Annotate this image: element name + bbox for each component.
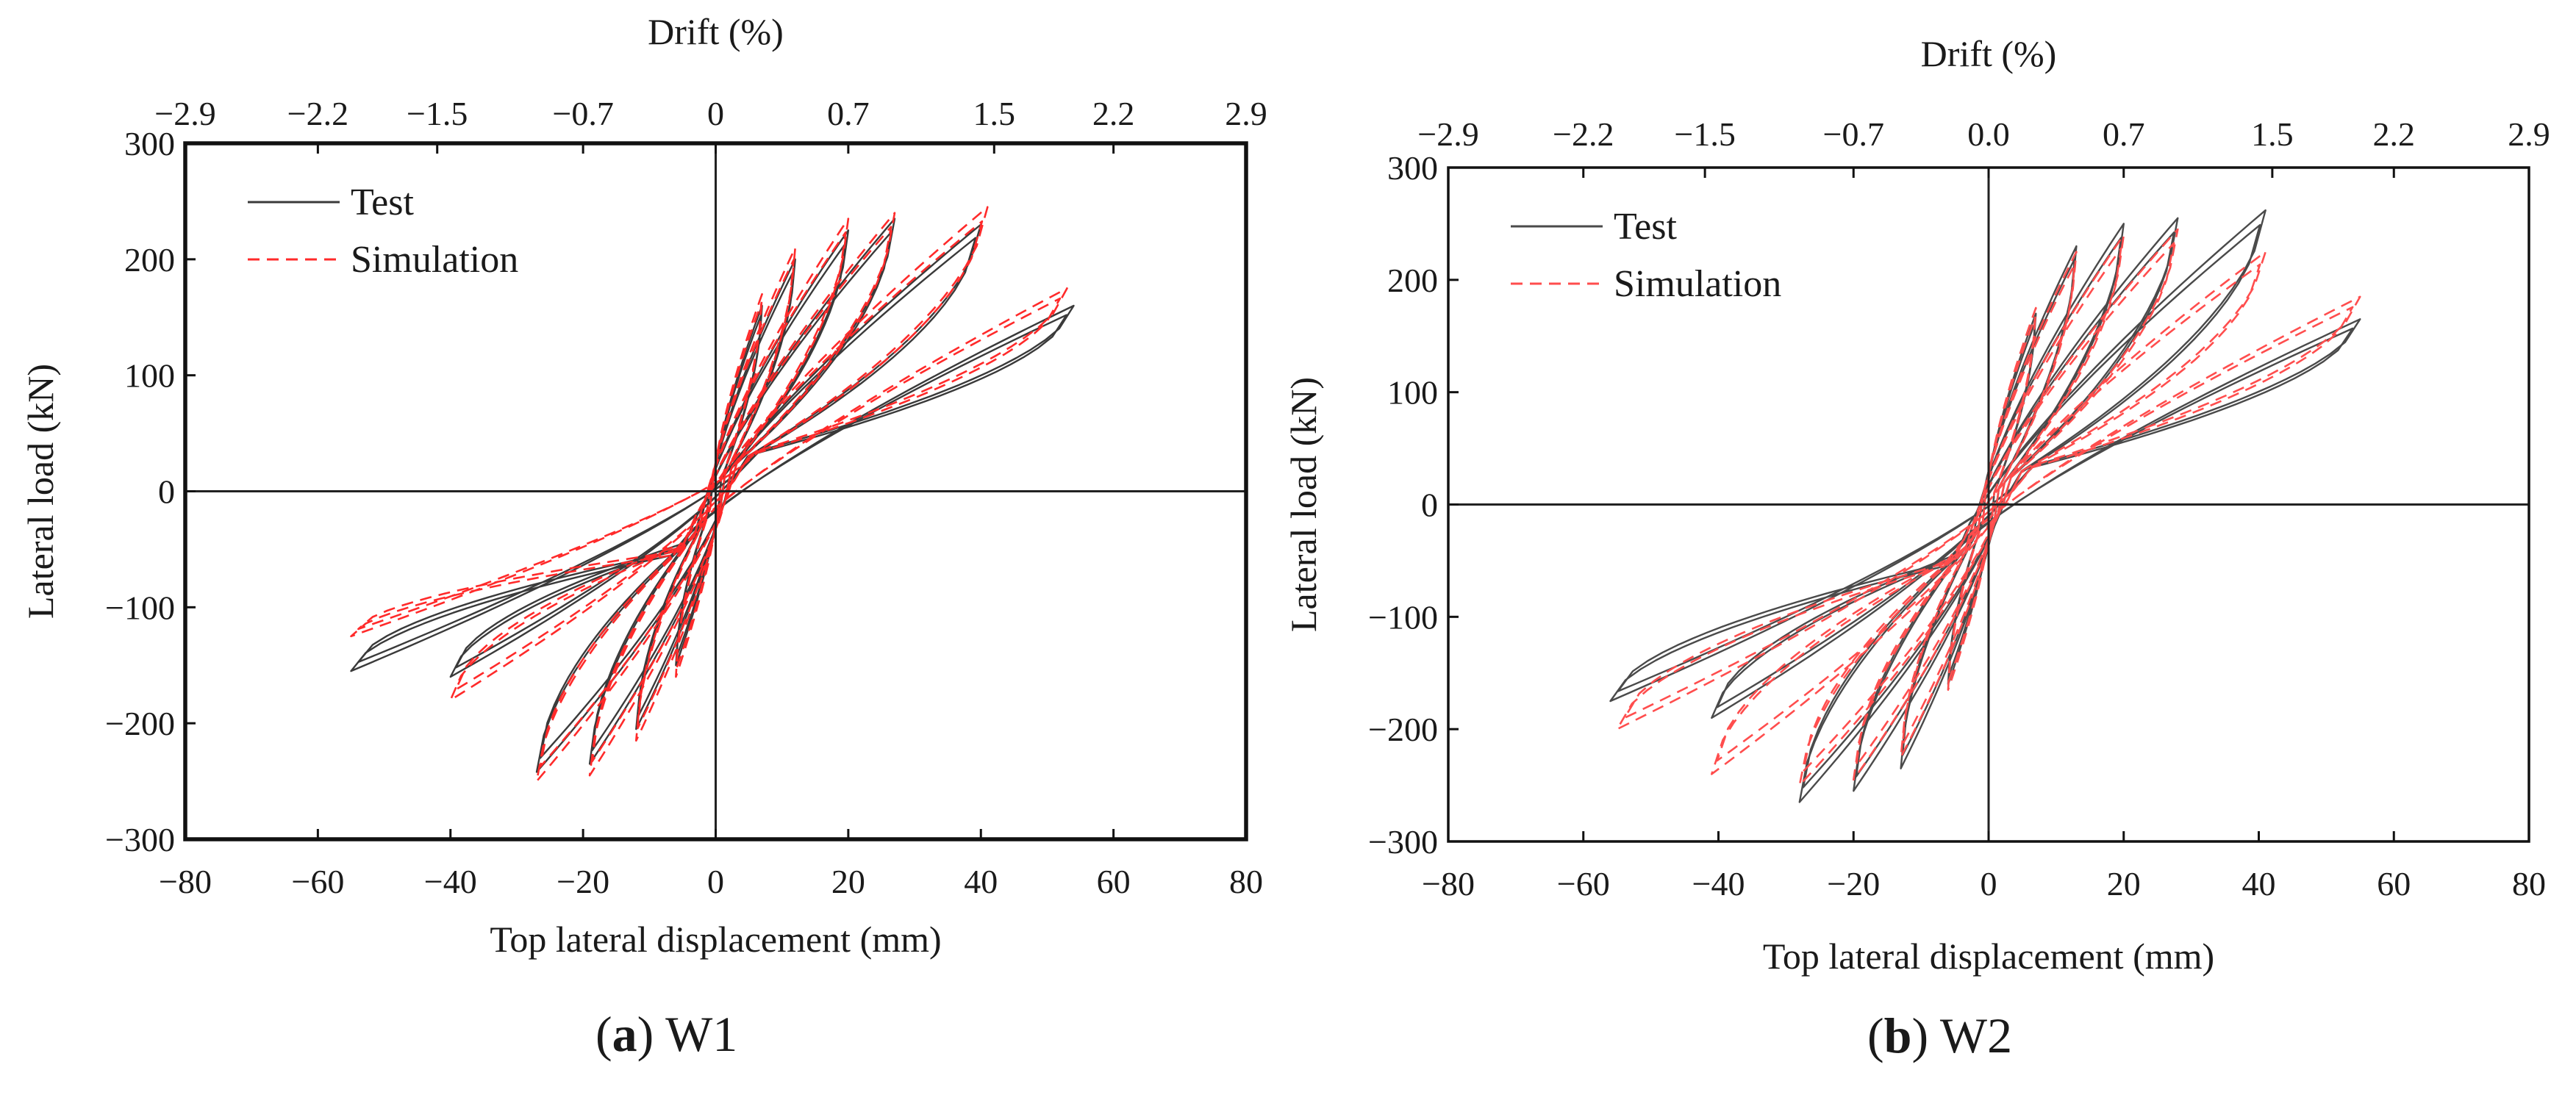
y-tick-label: 100	[1387, 374, 1438, 412]
top-tick-label: 2.2	[2373, 115, 2416, 153]
top-tick-label: 0.7	[827, 95, 870, 132]
hysteresis-loop-simulation-5	[449, 206, 989, 701]
x-tick-label: −20	[1827, 865, 1880, 902]
hysteresis-loop-simulation-3	[588, 218, 850, 777]
legend-label-simulation: Simulation	[351, 239, 518, 281]
y-axis-label: Lateral load (kN)	[1283, 377, 1324, 632]
y-tick-label: 0	[158, 473, 175, 511]
hysteresis-loop-simulation-5	[1716, 263, 2261, 762]
x-axis-label: Top lateral displacement (mm)	[1763, 936, 2214, 977]
top-tick-label: −1.5	[1674, 115, 1735, 153]
top-tick-label: 0	[707, 95, 724, 132]
y-tick-label: 200	[1387, 262, 1438, 299]
top-tick-label: 0.7	[2103, 115, 2145, 153]
legend-label-simulation: Simulation	[1614, 263, 1781, 305]
hysteresis-loop-simulation-4	[1802, 242, 2175, 772]
panel-a: −80 −60 −40 −20 0 20 40 60 803002001000−100−200−…	[20, 11, 1267, 1062]
hysteresis-loop-simulation-4	[535, 212, 896, 783]
top-tick-label: 2.9	[1225, 95, 1267, 132]
panel-caption: (b) W2	[1867, 1008, 2012, 1063]
hysteresis-loop-simulation-5	[454, 220, 984, 691]
caption-paren-open: (	[1867, 1008, 1884, 1063]
top-tick-label: 1.5	[973, 95, 1016, 132]
y-tick-label: 0	[1421, 487, 1438, 524]
x-tick-label: −20	[557, 863, 609, 900]
y-axis-label: Lateral load (kN)	[20, 364, 61, 619]
x-tick-label: 0	[1981, 865, 1997, 902]
x-tick-label: 80	[2512, 865, 2546, 902]
caption-paren-close: )	[1911, 1008, 1939, 1063]
y-tick-label: −100	[105, 589, 175, 626]
top-tick-label: 0.0	[1967, 115, 2010, 153]
x-tick-label: −40	[424, 863, 477, 900]
y-tick-label: −300	[1368, 823, 1438, 861]
y-tick-label: 100	[124, 357, 175, 395]
hysteresis-loop-simulation-2	[637, 259, 795, 730]
x-tick-label: 0	[707, 863, 724, 900]
top-tick-label: 1.5	[2251, 115, 2294, 153]
legend-label-test: Test	[1614, 206, 1677, 248]
hysteresis-loop-simulation-6	[1616, 295, 2361, 730]
top-tick-label: −2.2	[287, 95, 348, 132]
top-tick-label: 2.2	[1092, 95, 1135, 132]
hysteresis-loop-simulation-5	[1711, 251, 2266, 775]
x-tick-label: 60	[2377, 865, 2411, 902]
caption-name: W2	[1940, 1008, 2012, 1063]
top-tick-label: −1.5	[407, 95, 468, 132]
y-tick-label: −200	[1368, 711, 1438, 748]
caption-paren-open: (	[595, 1006, 612, 1062]
series-simulation	[1616, 228, 2361, 786]
hysteresis-loop-simulation-3	[591, 231, 847, 763]
top-tick-label: −2.9	[154, 95, 215, 132]
hysteresis-loop-simulation-6	[357, 297, 1062, 631]
y-tick-label: 200	[124, 241, 175, 279]
x-tick-label: 80	[1229, 863, 1263, 900]
top-axis-label: Drift (%)	[648, 11, 784, 52]
hysteresis-loop-simulation-6	[350, 287, 1068, 638]
hysteresis-loop-test-6	[1617, 327, 2354, 692]
top-axis-label: Drift (%)	[1921, 33, 2057, 74]
hysteresis-loop-simulation-4	[539, 226, 892, 768]
x-axis-label: Top lateral displacement (mm)	[490, 919, 941, 960]
top-tick-label: −2.9	[1417, 115, 1478, 153]
top-tick-label: 2.9	[2508, 115, 2550, 153]
x-tick-label: 40	[2242, 865, 2276, 902]
y-tick-label: −300	[105, 821, 175, 858]
hysteresis-loop-simulation-3	[1853, 234, 2125, 781]
hysteresis-loop-simulation-6	[1623, 306, 2354, 719]
caption-letter: b	[1884, 1008, 1912, 1063]
panel-caption: (a) W1	[595, 1006, 737, 1062]
caption-name: W1	[665, 1006, 737, 1062]
panel-b: −80 −60 −40 −20 0 20 40 60 803002001000−100−200−…	[1283, 33, 2550, 1063]
y-tick-label: −100	[1368, 598, 1438, 636]
top-tick-label: −0.7	[552, 95, 613, 132]
x-tick-label: 60	[1097, 863, 1131, 900]
x-tick-label: 20	[831, 863, 865, 900]
hysteresis-loop-simulation-1	[1947, 317, 2036, 682]
x-tick-label: −60	[291, 863, 344, 900]
series-simulation	[350, 206, 1068, 783]
legend-label-test: Test	[351, 182, 414, 223]
series-test	[350, 218, 1075, 773]
x-tick-label: −60	[1557, 865, 1610, 902]
y-tick-label: 300	[124, 125, 175, 162]
x-tick-label: 20	[2107, 865, 2141, 902]
y-tick-label: −200	[105, 705, 175, 742]
caption-paren-close: )	[637, 1006, 665, 1062]
x-tick-label: 40	[964, 863, 998, 900]
x-tick-label: −80	[1422, 865, 1475, 902]
x-tick-label: −40	[1692, 865, 1745, 902]
top-tick-label: −2.2	[1553, 115, 1614, 153]
caption-letter: a	[612, 1006, 637, 1062]
y-tick-label: 300	[1387, 149, 1438, 187]
top-tick-label: −0.7	[1823, 115, 1884, 153]
x-tick-label: −80	[159, 863, 212, 900]
